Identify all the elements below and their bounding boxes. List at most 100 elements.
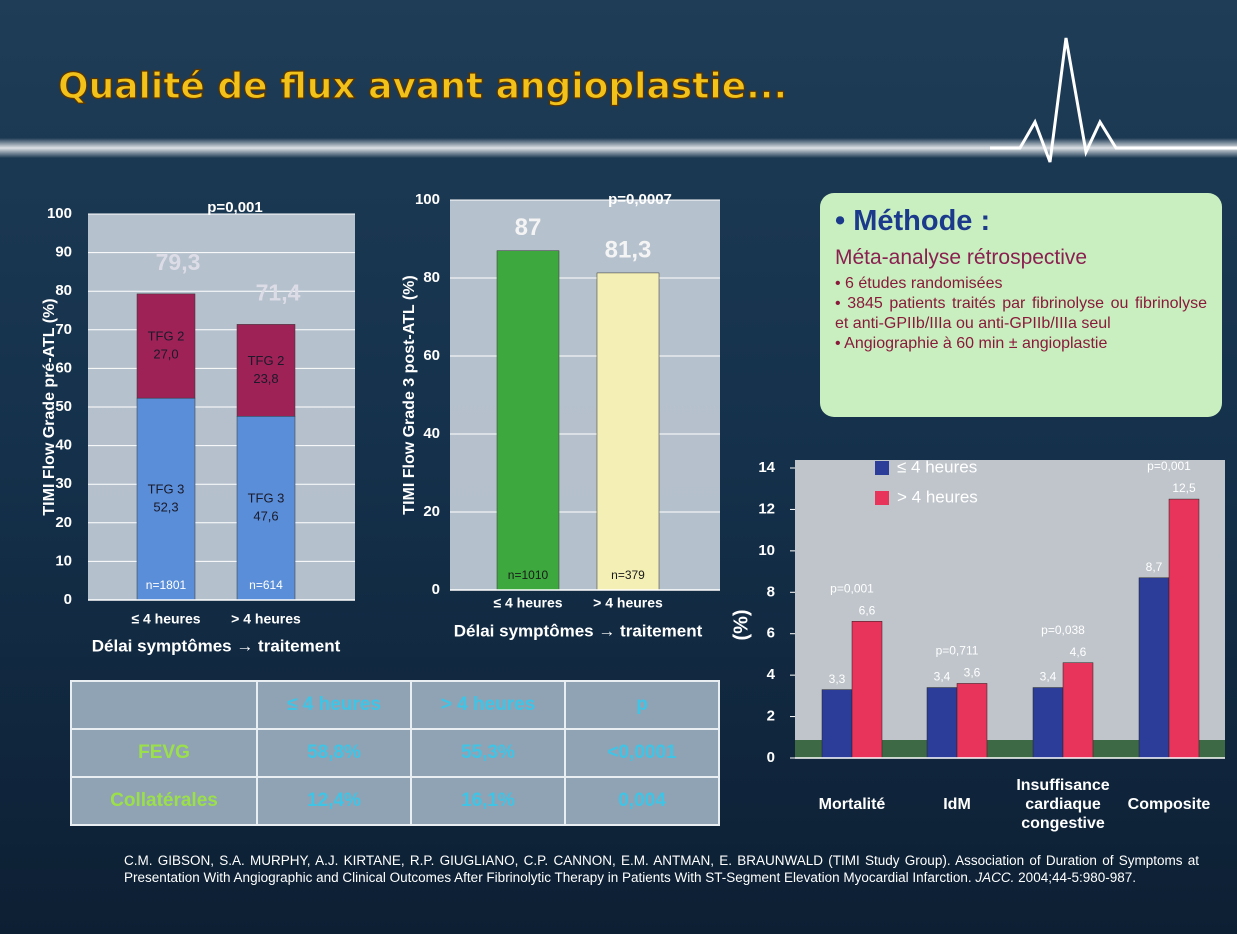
citation-ref: 2004;44-5:980-987. [1014,870,1136,885]
n-label: n=1801 [146,578,187,592]
value-label: 6,6 [859,603,876,617]
method-item: • 3845 patients traités par fibrinolyse … [835,294,1207,334]
y-tick-label: 90 [55,244,72,261]
x-axis-label: Délai symptômes → traitement [454,621,703,640]
p-value: p=0,038 [1041,623,1085,637]
legend-label: > 4 heures [897,487,978,506]
bar [1169,499,1199,758]
slide: Qualité de flux avant angioplastie... 0 1… [0,0,1237,934]
value-label: 3,6 [964,666,981,680]
y-tick-label: 20 [423,503,440,520]
legend-label: ≤ 4 heures [897,457,977,476]
y-tick-label: 60 [423,347,440,364]
y-axis-label: TIMI Flow Grade pré-ATL (%) [41,298,58,515]
value-label: 52,3 [153,499,178,514]
y-tick-label: 8 [767,583,775,600]
table-cell: <0,0001 [565,729,719,777]
x-tick-label: Mortalité [796,768,908,840]
header-cell: ≤ 4 heures [257,681,411,729]
x-tick-label: IdM [901,768,1013,840]
y-tick-label: 6 [767,625,775,642]
total-label: 79,3 [156,249,201,275]
segment-name: TFG 3 [148,481,185,496]
y-tick-label: 40 [423,425,440,442]
plot-panel [450,200,720,590]
p-value: p=0,0007 [608,191,672,208]
p-value: p=0,001 [1147,459,1191,473]
value-label: 23,8 [253,371,278,386]
slide-title: Qualité de flux avant angioplastie... [58,66,787,107]
bar [1033,688,1063,758]
method-item: • 6 études randomisées [835,274,1207,294]
y-tick-label: 2 [767,708,775,725]
value-label: 4,6 [1070,645,1087,659]
bar [927,688,957,758]
legend-swatch [875,491,889,505]
method-heading: • Méthode : [835,205,1207,238]
segment-name: TFG 2 [148,328,185,343]
table-cell: Collatérales [71,777,257,825]
header-cell: > 4 heures [411,681,565,729]
method-item: • Angiographie à 60 min ± angioplastie [835,334,1207,354]
x-tick-label: > 4 heures [593,595,663,611]
y-tick-label: 0 [767,749,775,766]
y-tick-label: 80 [423,269,440,286]
y-tick-label: 14 [758,459,775,476]
value-label: 8,7 [1146,560,1163,574]
y-axis-label: (%) [730,609,752,640]
p-value: p=0,001 [830,581,874,595]
x-tick-label: Composite [1113,768,1225,840]
value-label: 3,4 [1040,670,1057,684]
table-cell: 12,4% [257,777,411,825]
table-cell: 16,1% [411,777,565,825]
bar [822,690,852,758]
value-label: 27,0 [153,346,178,361]
n-label: n=614 [249,578,283,592]
table-cell: 58,8% [257,729,411,777]
y-tick-label: 10 [758,542,775,559]
n-label: n=1010 [508,568,549,582]
bar [1063,663,1093,758]
x-tick-label: > 4 heures [231,611,301,627]
y-tick-label: 100 [47,205,72,222]
value-label: 81,3 [605,236,652,263]
x-tick-label: ≤ 4 heures [131,611,200,627]
bar [497,251,559,590]
value-label: 47,6 [253,509,278,524]
y-tick-label: 4 [767,666,776,683]
p-value: p=0,711 [936,644,979,658]
x-tick-label: Insuffisance cardiaque congestive [1007,768,1119,840]
n-label: n=379 [611,568,645,582]
table-cell: 55,3% [411,729,565,777]
table-cell: FEVG [71,729,257,777]
value-label: 3,4 [934,670,951,684]
header-cell: p [565,681,719,729]
x-axis-label: Délai symptômes → traitement [92,636,341,655]
method-items: • 6 études randomisées• 3845 patients tr… [835,274,1207,354]
p-value: p=0,001 [207,199,262,216]
y-tick-label: 12 [758,500,775,517]
value-label: 12,5 [1172,481,1196,495]
segment-name: TFG 2 [248,353,285,368]
bar [1139,578,1169,758]
table-header: ≤ 4 heures> 4 heuresp [71,681,719,729]
value-label: 87 [515,214,542,241]
y-tick-label: 10 [55,552,72,569]
x-tick-label: ≤ 4 heures [493,595,562,611]
y-tick-label: 100 [415,191,440,208]
y-tick-label: 80 [55,282,72,299]
legend-swatch [875,461,889,475]
value-label: 3,3 [829,672,846,686]
segment-name: TFG 3 [248,491,285,506]
bar [957,683,987,758]
bar [597,273,659,590]
citation: C.M. GIBSON, S.A. MURPHY, A.J. KIRTANE, … [124,852,1199,886]
y-tick-label: 0 [432,581,440,598]
table-corner [71,681,257,729]
method-subheading: Méta-analyse rétrospective [835,246,1207,270]
y-axis-label: TIMI Flow Grade 3 post-ATL (%) [401,275,418,514]
total-label: 71,4 [256,279,301,305]
